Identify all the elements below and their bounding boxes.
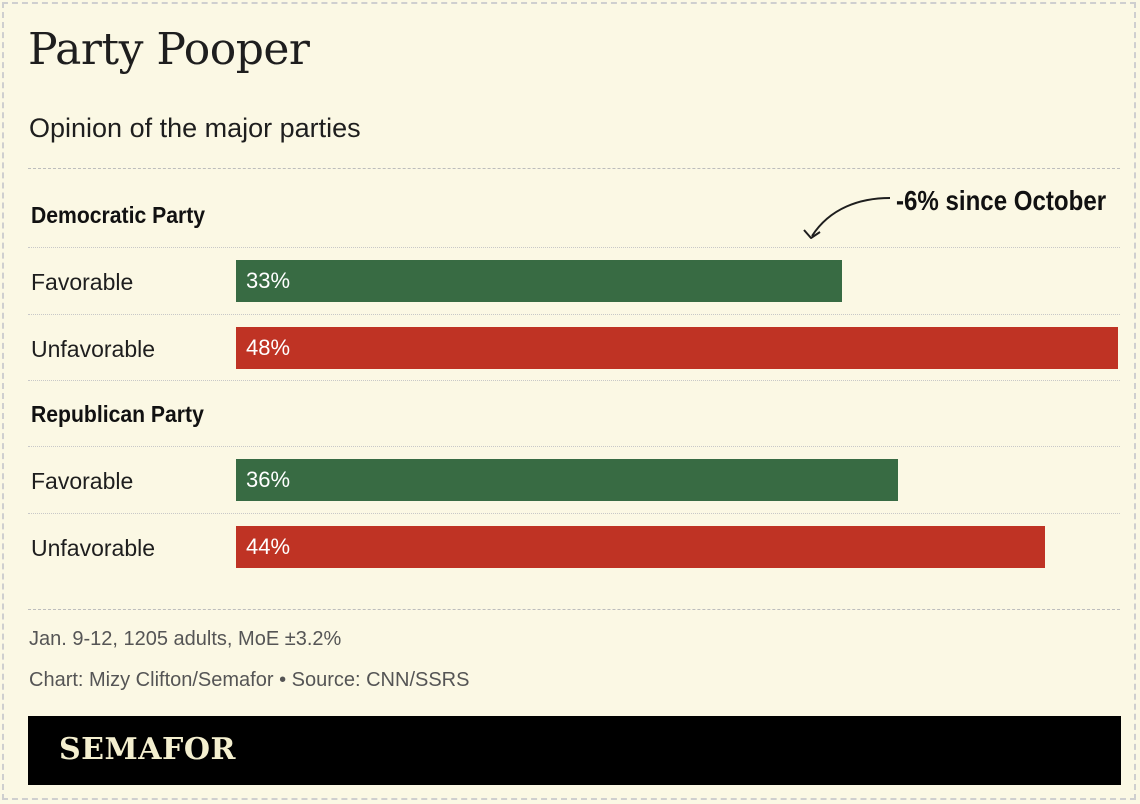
bar-rep-favorable [236,459,898,501]
header-divider [28,168,1120,169]
annotation-arrow-icon [803,197,891,239]
row-divider [28,247,1120,248]
bar-rep-unfavorable [236,526,1045,568]
chart-title: Party Pooper [28,24,310,75]
bar-dem-unfavorable [236,327,1118,369]
chart-subtitle: Opinion of the major parties [29,113,361,143]
bar-dem-favorable [236,260,842,302]
row-label-rep-favorable: Favorable [31,468,134,494]
annotation-text: -6% since October [896,185,1107,216]
row-label-dem-unfavorable: Unfavorable [31,336,156,362]
group-label-republican: Republican Party [31,401,204,427]
footer-divider [28,609,1120,610]
row-divider [28,446,1120,447]
survey-note: Jan. 9-12, 1205 adults, MoE ±3.2% [29,628,342,650]
bar-value-rep-favorable: 36% [246,467,291,492]
row-divider [28,513,1120,514]
semafor-logo[interactable]: SEMAFOR [59,732,236,767]
source-credit: Chart: Mizy Clifton/Semafor • Source: CN… [29,669,470,691]
group-label-democratic: Democratic Party [31,202,206,228]
row-label-dem-favorable: Favorable [31,269,134,295]
bar-value-rep-unfavorable: 44% [246,534,291,559]
row-divider [28,314,1120,315]
row-label-rep-unfavorable: Unfavorable [31,535,156,561]
bar-value-dem-unfavorable: 48% [246,335,291,360]
brand-bar: SEMAFOR [28,716,1121,785]
bar-value-dem-favorable: 33% [246,268,291,293]
row-divider [28,380,1120,381]
